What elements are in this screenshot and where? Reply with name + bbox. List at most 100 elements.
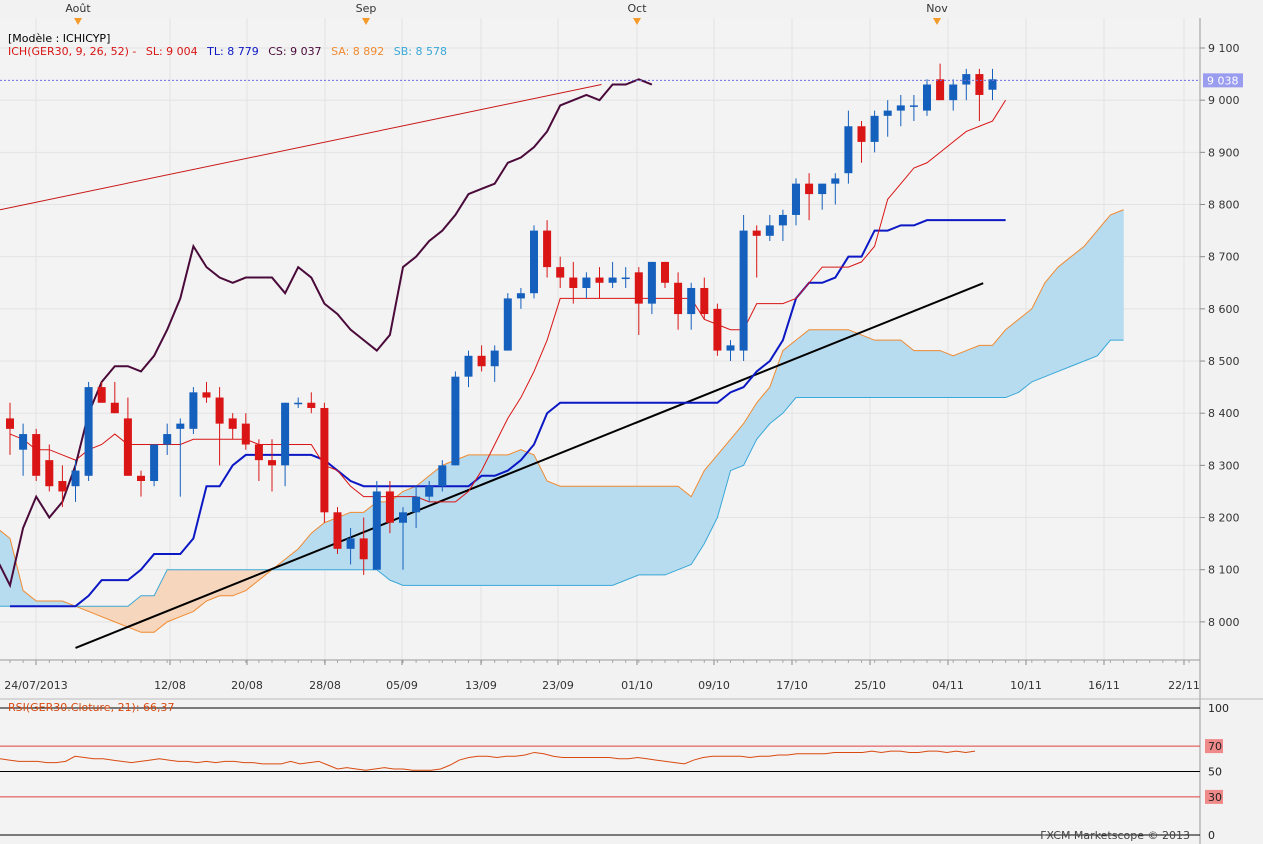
candle-body[interactable]: [634, 272, 643, 304]
candle-body[interactable]: [765, 225, 774, 236]
candle-body[interactable]: [32, 434, 41, 476]
candle-body[interactable]: [477, 355, 486, 367]
candle-body[interactable]: [412, 496, 421, 513]
candle-body[interactable]: [621, 277, 630, 280]
candle-body[interactable]: [228, 418, 237, 429]
candle-body[interactable]: [6, 418, 14, 429]
candle-body[interactable]: [909, 105, 918, 107]
candle-body[interactable]: [490, 350, 499, 367]
cloud-segment: [140, 595, 155, 633]
cloud-segment: [573, 485, 587, 586]
candle-body[interactable]: [713, 308, 722, 351]
candle-body[interactable]: [372, 491, 381, 570]
candle-body[interactable]: [857, 126, 866, 142]
candle-body[interactable]: [359, 538, 368, 560]
candle-body[interactable]: [438, 465, 447, 487]
candle-body[interactable]: [176, 423, 185, 429]
month-marker-icon: [633, 18, 641, 25]
cloud-segment: [625, 485, 640, 581]
candle-body[interactable]: [503, 298, 512, 351]
x-tick-label: 28/08: [309, 679, 341, 692]
x-tick-label: 25/10: [854, 679, 886, 692]
candle-body[interactable]: [752, 230, 761, 236]
candle-body[interactable]: [320, 407, 329, 513]
cloud-segment: [939, 350, 954, 398]
candle-body[interactable]: [58, 481, 67, 492]
candle-body[interactable]: [150, 444, 159, 482]
candle-body[interactable]: [254, 444, 263, 461]
candle-body[interactable]: [399, 512, 407, 523]
rsi-level-tag: [1205, 789, 1223, 804]
candle-body[interactable]: [988, 79, 997, 90]
candle-body[interactable]: [818, 183, 827, 195]
candle-body[interactable]: [241, 423, 250, 445]
candle-body[interactable]: [425, 486, 434, 497]
candle-body[interactable]: [123, 418, 132, 476]
candle-body[interactable]: [975, 74, 984, 95]
candle-body[interactable]: [97, 387, 106, 403]
candle-body[interactable]: [530, 230, 538, 294]
candle-body[interactable]: [831, 178, 840, 184]
candle-body[interactable]: [19, 434, 28, 450]
candle-body[interactable]: [792, 183, 800, 215]
candle-body[interactable]: [110, 402, 119, 414]
candle-body[interactable]: [71, 470, 80, 487]
candle-body[interactable]: [163, 434, 172, 445]
candle-body[interactable]: [333, 512, 342, 549]
x-tick-label: 16/11: [1088, 679, 1120, 692]
candle-body[interactable]: [805, 183, 814, 195]
candle-body[interactable]: [726, 345, 735, 351]
cloud-segment: [520, 449, 535, 586]
candle-body[interactable]: [84, 387, 93, 476]
candle-body[interactable]: [464, 355, 473, 377]
candle-body[interactable]: [189, 392, 198, 429]
month-marker-icon: [74, 18, 82, 25]
month-marker-icon: [933, 18, 941, 25]
candle-body[interactable]: [936, 79, 945, 101]
candle-body[interactable]: [883, 110, 892, 116]
cloud-segment: [166, 569, 181, 623]
candle-body[interactable]: [137, 475, 145, 482]
candle-body[interactable]: [281, 402, 290, 466]
cloud-segment: [638, 485, 653, 576]
candle-body[interactable]: [674, 282, 683, 315]
candle-body[interactable]: [778, 214, 787, 226]
candle-body[interactable]: [896, 105, 905, 111]
cloud-segment: [1070, 245, 1085, 367]
candle-body[interactable]: [268, 460, 276, 466]
cloud-segment: [599, 485, 613, 586]
candle-body[interactable]: [647, 261, 656, 304]
candle-body[interactable]: [516, 293, 525, 299]
candle-body[interactable]: [844, 126, 853, 174]
candle-body[interactable]: [739, 230, 748, 351]
candle-body[interactable]: [661, 261, 669, 283]
candle-body[interactable]: [949, 84, 958, 101]
month-label: Nov: [926, 2, 948, 15]
cloud-segment: [1005, 318, 1019, 398]
chikou-span-line: [0, 78, 653, 589]
candle-body[interactable]: [202, 392, 211, 398]
candle-body[interactable]: [870, 115, 879, 142]
cloud-segment: [861, 334, 875, 398]
candle-body[interactable]: [923, 84, 931, 111]
candle-body[interactable]: [294, 402, 303, 405]
candle-body[interactable]: [595, 277, 604, 283]
cloud-segment: [1057, 256, 1072, 372]
candle-body[interactable]: [307, 402, 316, 408]
candle-body[interactable]: [582, 277, 591, 288]
candle-body[interactable]: [556, 267, 565, 278]
candle-body[interactable]: [543, 230, 552, 268]
candle-body[interactable]: [687, 287, 696, 315]
candle-body[interactable]: [700, 287, 709, 315]
candle-body[interactable]: [962, 74, 971, 85]
candle-body[interactable]: [451, 376, 460, 466]
candle-body[interactable]: [608, 277, 617, 283]
candle-body[interactable]: [215, 397, 224, 424]
candle-body[interactable]: [45, 460, 54, 487]
watermark-text: FXCM Marketscope © 2013: [1040, 829, 1190, 842]
candle-body[interactable]: [346, 538, 355, 549]
candle-body[interactable]: [569, 277, 578, 288]
tl-value: TL: 8 779: [207, 45, 259, 58]
candle-body[interactable]: [385, 491, 394, 523]
